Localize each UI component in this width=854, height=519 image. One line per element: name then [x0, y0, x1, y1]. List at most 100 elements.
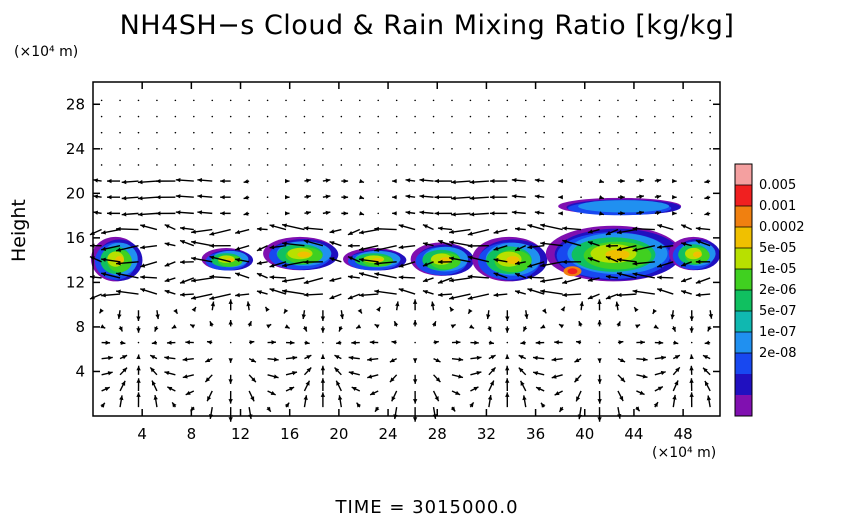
wind-arrowhead — [434, 340, 439, 345]
wind-arrowhead — [540, 289, 546, 294]
wind-arrowhead — [337, 395, 343, 401]
wind-dot — [137, 341, 140, 344]
wind-arrowhead — [150, 367, 155, 373]
wind-arrowhead — [689, 378, 694, 383]
wind-arrowhead — [351, 340, 356, 345]
wind-arrowhead — [671, 326, 676, 332]
wind-dot — [174, 115, 177, 118]
wind-arrowhead — [597, 379, 602, 384]
wind-arrowhead — [616, 246, 622, 252]
wind-arrowhead — [476, 355, 482, 361]
wind-arrowhead — [106, 195, 112, 200]
wind-arrowhead — [191, 295, 197, 300]
wind-arrowhead — [93, 210, 99, 215]
wind-dot — [469, 164, 472, 166]
x-tick-label: 12 — [231, 425, 250, 443]
wind-arrowhead — [320, 378, 326, 383]
wind-arrowhead — [197, 194, 203, 199]
wind-arrowhead — [348, 371, 354, 376]
wind-arrowhead — [336, 340, 341, 345]
wind-dot — [322, 131, 324, 134]
wind-arrowhead — [136, 328, 141, 333]
wind-arrowhead — [430, 301, 436, 307]
wind-dot — [174, 164, 177, 166]
wind-arrowhead — [657, 386, 663, 391]
wind-arrowhead — [616, 230, 622, 235]
wind-arrowhead — [398, 224, 404, 229]
x-tick-label: 28 — [428, 425, 447, 443]
wind-arrowhead — [598, 179, 604, 184]
wind-dot — [598, 341, 601, 344]
wind-vectors — [89, 99, 713, 422]
wind-arrowhead — [243, 179, 249, 184]
wind-arrowhead — [320, 392, 326, 397]
wind-dot — [524, 115, 527, 118]
wind-arrowhead — [639, 178, 644, 183]
wind-arrowhead — [605, 256, 611, 261]
wind-dot — [395, 131, 398, 134]
wind-arrowhead — [285, 195, 290, 200]
wind-arrowhead — [282, 241, 287, 246]
wind-arrowhead — [175, 210, 181, 215]
wind-arrowhead — [605, 243, 611, 249]
wind-arrowhead — [524, 314, 529, 319]
wind-arrowhead — [578, 321, 583, 327]
wind-dot — [690, 115, 693, 118]
wind-arrowhead — [359, 257, 364, 263]
wind-arrowhead — [587, 295, 593, 300]
wind-arrowhead — [164, 289, 170, 295]
wind-arrowhead — [467, 231, 473, 236]
wind-arrowhead — [704, 195, 710, 200]
wind-arrowhead — [605, 295, 611, 300]
wind-arrowhead — [343, 195, 349, 200]
wind-arrowhead — [303, 292, 309, 297]
wind-dot — [229, 341, 232, 344]
wind-dot — [580, 180, 582, 182]
wind-arrowhead — [269, 224, 275, 229]
wind-dot — [211, 115, 214, 118]
wind-arrowhead — [389, 358, 395, 363]
wind-dot — [229, 148, 232, 150]
wind-arrowhead — [540, 263, 546, 268]
wind-arrowhead — [172, 402, 177, 408]
wind-arrowhead — [347, 274, 353, 280]
wind-dot — [451, 148, 453, 150]
wind-dot — [672, 164, 675, 166]
wind-arrowhead — [708, 313, 713, 319]
x-tick-label: 44 — [624, 425, 643, 443]
wind-arrowhead — [469, 402, 474, 408]
wind-arrowhead — [533, 355, 538, 361]
wind-arrowhead — [104, 387, 110, 392]
wind-arrowhead — [670, 314, 675, 320]
wind-arrowhead — [620, 358, 626, 363]
wind-dot — [561, 99, 564, 102]
wind-dot — [119, 99, 121, 102]
wind-arrowhead — [450, 406, 456, 412]
wind-arrowhead — [493, 246, 499, 251]
wind-arrowhead — [653, 402, 658, 408]
cloud-patch — [558, 197, 682, 216]
wind-dot — [543, 148, 545, 150]
wind-arrowhead — [598, 195, 604, 200]
wind-arrowhead — [412, 358, 418, 363]
wind-dot — [580, 164, 582, 166]
wind-arrowhead — [434, 195, 440, 200]
wind-arrowhead — [374, 289, 380, 294]
wind-arrowhead — [615, 301, 620, 307]
wind-arrowhead — [256, 226, 262, 232]
wind-arrowhead — [121, 212, 127, 217]
wind-arrowhead — [351, 387, 357, 391]
wind-dot — [156, 115, 158, 118]
wind-arrowhead — [329, 295, 335, 300]
wind-dot — [156, 131, 158, 134]
wind-arrowhead — [398, 263, 404, 268]
wind-arrowhead — [329, 277, 335, 282]
wind-dot — [654, 115, 656, 118]
wind-arrowhead — [243, 195, 249, 200]
wind-dot — [377, 180, 380, 182]
wind-dot — [598, 148, 601, 150]
wind-arrowhead — [303, 279, 309, 285]
colorbar: 0.005 0.001 0.0002 5e-05 1e-05 2e-06 5e-07 1e-0… — [734, 163, 805, 417]
wind-dot — [506, 148, 509, 150]
wind-arrowhead — [689, 392, 694, 397]
